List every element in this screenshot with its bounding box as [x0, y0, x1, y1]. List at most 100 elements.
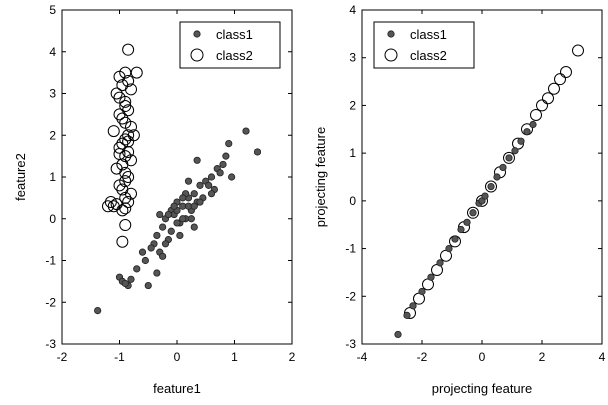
left-class1-point	[253, 148, 262, 156]
left-class1-point	[156, 210, 164, 219]
right-class1-point	[529, 120, 537, 129]
right-class2-point	[485, 180, 497, 193]
left-legend-class1-label: class1	[216, 27, 253, 42]
left-xtick-label: -1	[114, 350, 125, 364]
left-class1-point	[193, 156, 201, 164]
left-class1-point	[242, 127, 250, 135]
left-class2-point	[104, 196, 117, 209]
left-class2-point	[122, 43, 135, 56]
right-class1-point	[451, 235, 459, 243]
right-class1-point	[436, 259, 444, 267]
right-xtick-label: -4	[357, 350, 368, 364]
left-ylabel: feature2	[13, 153, 28, 201]
left-class1-point	[133, 265, 141, 273]
left-class1-point	[170, 202, 178, 210]
left-class2-point	[113, 179, 126, 192]
right-class2-point	[572, 44, 584, 57]
right-class2-point	[554, 73, 566, 86]
left-class1-point	[207, 173, 216, 181]
right-ytick-label: -2	[345, 289, 356, 303]
left-class1-point	[222, 152, 230, 160]
left-class1-point	[228, 173, 236, 181]
right-class1-point	[409, 302, 417, 310]
left-class2-point	[122, 145, 135, 158]
left-ytick-label: 5	[49, 3, 56, 17]
left-xtick-label: 0	[174, 350, 181, 364]
right-scatter-plot: -4 -2 0 2 4 -3 -2 -1 0 1 2 3 4 projecting feature pr…	[313, 3, 606, 396]
left-class1-point	[159, 223, 167, 231]
right-legend-class1-label: class1	[410, 27, 447, 42]
left-class1-point	[94, 306, 102, 315]
left-ytick-label: 0	[49, 212, 56, 226]
left-xtick-label: 1	[231, 350, 238, 364]
left-class1-point	[144, 281, 152, 290]
left-class1-point	[205, 181, 213, 189]
right-class2-point	[542, 92, 554, 105]
left-ytick-label: -1	[45, 254, 56, 268]
left-ytick-label: 3	[49, 87, 56, 101]
left-class2-point	[122, 135, 135, 148]
left-legend-box	[179, 21, 281, 69]
left-class2-point	[116, 235, 129, 248]
left-class2-point	[122, 171, 135, 183]
left-class2-point	[102, 200, 114, 213]
right-ytick-label: -3	[345, 337, 356, 351]
left-class1-point	[179, 194, 187, 202]
left-ytick-label: 4	[49, 45, 56, 59]
left-class1-point	[121, 279, 129, 288]
left-class1-point	[141, 256, 149, 265]
right-xtick-label: 0	[479, 350, 486, 364]
left-class2-point	[119, 100, 132, 113]
left-class1-point	[127, 275, 135, 283]
left-class1-point	[196, 181, 204, 189]
left-class2-point	[107, 125, 120, 138]
left-xtick-label: 2	[289, 350, 296, 364]
left-class1-point	[207, 190, 216, 198]
right-xtick-label: -2	[417, 350, 428, 364]
left-class2-point	[113, 108, 126, 121]
left-class2-point	[119, 166, 132, 179]
right-ylabel: projecting feature	[313, 127, 328, 227]
left-class1-point	[176, 231, 184, 240]
right-class1-point	[517, 137, 525, 145]
right-class1-point	[403, 311, 411, 319]
right-class1-point	[418, 287, 426, 296]
left-class1-point	[190, 223, 198, 231]
left-class2-point	[125, 83, 137, 96]
left-legend-class2-label: class2	[216, 48, 253, 63]
right-class1-point	[505, 154, 513, 162]
right-class2-point	[503, 151, 515, 164]
left-ytick-label: 2	[49, 128, 56, 142]
right-legend-box	[373, 21, 475, 69]
left-class1-point	[173, 219, 181, 227]
left-class1-point	[184, 177, 193, 185]
right-class2-point	[467, 206, 479, 219]
left-class1-point	[216, 169, 224, 177]
left-class1-point	[161, 240, 170, 248]
right-ytick-label: 0	[349, 194, 356, 208]
left-legend-class1-marker	[193, 30, 201, 38]
left-class2-point	[122, 196, 135, 209]
right-class2-point	[548, 82, 560, 95]
left-points	[94, 43, 262, 315]
right-legend-class2-label: class2	[410, 48, 447, 63]
left-class1-point	[187, 215, 195, 223]
left-class1-point	[147, 244, 155, 252]
right-class1-point	[487, 182, 495, 191]
left-class1-point	[225, 140, 233, 148]
left-class1-point	[179, 215, 187, 223]
right-class1-point	[499, 163, 507, 172]
right-ticks: -4 -2 0 2 4 -3 -2 -1 0 1 2 3 4	[345, 3, 605, 364]
right-class2-point	[530, 108, 542, 121]
left-class1-point	[190, 190, 198, 198]
left-class1-point	[167, 227, 175, 235]
right-ytick-label: 1	[349, 146, 356, 160]
right-class1-point	[469, 209, 477, 217]
left-class1-point	[153, 231, 161, 240]
right-points	[394, 44, 584, 339]
right-class1-point	[481, 192, 489, 200]
left-class2-point	[113, 148, 126, 161]
left-class1-point	[219, 160, 227, 169]
